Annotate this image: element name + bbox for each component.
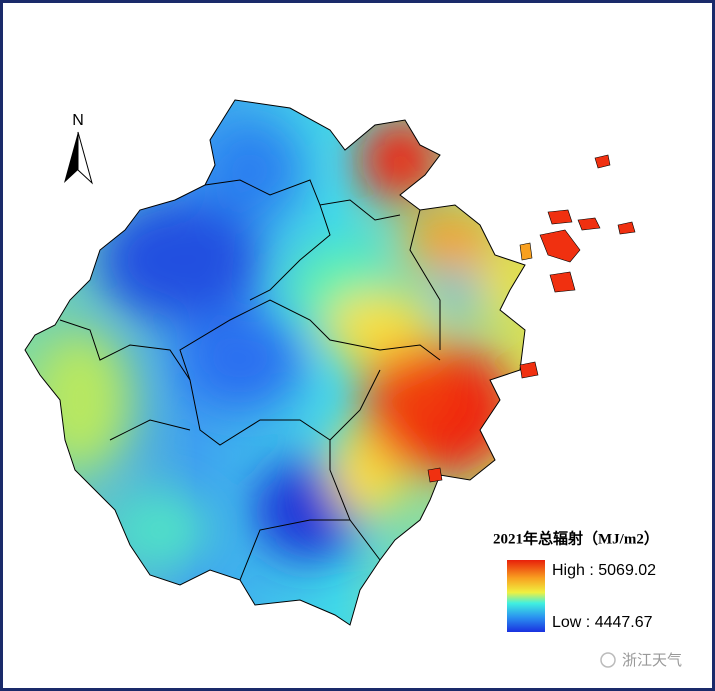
borders [24, 99, 526, 626]
islands [427, 154, 636, 483]
legend-title: 2021年总辐射（MJ/m2） [493, 529, 659, 547]
watermark: 浙江天气 [600, 652, 682, 669]
legend: 2021年总辐射（MJ/m2） High : 5069.02 Low : 444… [493, 529, 659, 632]
legend-low: Low : 4447.67 [552, 614, 653, 631]
north-arrow: N [64, 112, 93, 185]
north-label: N [72, 112, 84, 129]
watermark-text: 浙江天气 [622, 652, 682, 669]
legend-ramp [507, 560, 545, 632]
legend-high: High : 5069.02 [552, 562, 656, 579]
